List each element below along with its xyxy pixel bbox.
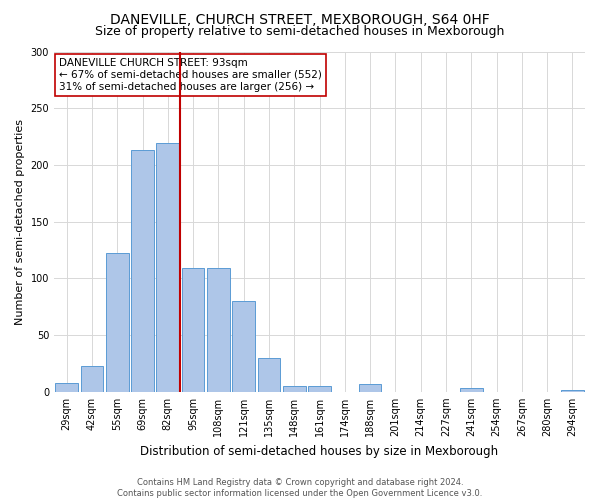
Bar xyxy=(207,268,230,392)
Bar xyxy=(131,150,154,392)
Text: DANEVILLE, CHURCH STREET, MEXBOROUGH, S64 0HF: DANEVILLE, CHURCH STREET, MEXBOROUGH, S6… xyxy=(110,12,490,26)
Text: Size of property relative to semi-detached houses in Mexborough: Size of property relative to semi-detach… xyxy=(95,25,505,38)
Bar xyxy=(359,384,382,392)
Bar xyxy=(182,268,205,392)
Bar xyxy=(106,254,128,392)
Bar xyxy=(283,386,305,392)
X-axis label: Distribution of semi-detached houses by size in Mexborough: Distribution of semi-detached houses by … xyxy=(140,444,499,458)
Bar xyxy=(157,144,179,392)
Y-axis label: Number of semi-detached properties: Number of semi-detached properties xyxy=(15,118,25,324)
Bar xyxy=(460,388,482,392)
Bar xyxy=(308,386,331,392)
Bar xyxy=(232,301,255,392)
Bar xyxy=(561,390,584,392)
Bar xyxy=(55,382,78,392)
Bar xyxy=(80,366,103,392)
Text: Contains HM Land Registry data © Crown copyright and database right 2024.
Contai: Contains HM Land Registry data © Crown c… xyxy=(118,478,482,498)
Text: DANEVILLE CHURCH STREET: 93sqm
← 67% of semi-detached houses are smaller (552)
3: DANEVILLE CHURCH STREET: 93sqm ← 67% of … xyxy=(59,58,322,92)
Bar xyxy=(257,358,280,392)
